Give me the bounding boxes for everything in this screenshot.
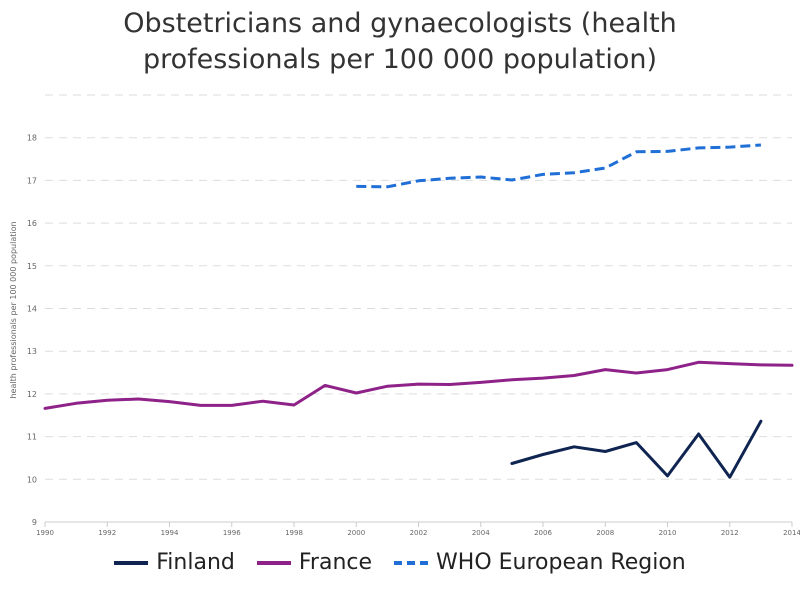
legend-swatch-finland [114,560,149,565]
x-tick-label: 2012 [721,529,739,537]
x-tick-label: 2014 [783,529,800,537]
y-tick-label: 16 [27,219,37,228]
x-tick-label: 1990 [36,529,54,537]
legend-label-france: France [298,550,373,575]
y-tick-label: 9 [32,518,37,527]
axes: 9 10 11 12 13 14 15 16 17 18 1990 1992 1994 1996 1998 2… [27,134,800,537]
legend-label-finland: Finland [156,550,235,575]
y-tick-label: 10 [27,475,37,484]
x-tick-label: 2002 [410,529,428,537]
series-lines [43,143,794,479]
x-tick-label: 2008 [596,529,614,537]
y-tick-label: 17 [27,176,37,185]
legend-label-who-european-region: WHO European Region [436,550,686,575]
y-tick-label: 11 [27,433,37,442]
legend-swatch-france [256,560,291,565]
chart-title-line-1: Obstetricians and gynaecologists (health [123,8,677,39]
x-tick-label: 2010 [659,529,677,537]
y-tick-label: 14 [27,305,37,314]
y-tick-label: 12 [27,390,37,399]
legend-swatch-who-european-region [394,560,429,565]
legend: Finland France WHO European Region [0,550,800,575]
y-tick-label: 13 [27,347,37,356]
series-line-who-european-region [356,143,762,189]
x-tick-label: 1992 [98,529,116,537]
series-line-france [43,360,794,410]
chart-title: Obstetricians and gynaecologists (health… [0,6,800,78]
x-tick-label: 1996 [223,529,241,537]
chart-title-line-2: professionals per 100 000 population) [142,44,658,75]
grid-lines [45,94,792,480]
legend-item-finland[interactable]: Finland [114,550,235,575]
series-line-finland [510,419,763,479]
legend-item-france[interactable]: France [256,550,373,575]
x-tick-label: 2004 [472,529,490,537]
y-tick-label: 15 [27,262,37,271]
y-tick-label: 18 [27,134,37,143]
x-tick-label: 1998 [285,529,303,537]
x-tick-label: 1994 [161,529,179,537]
legend-item-who-european-region[interactable]: WHO European Region [394,550,686,575]
x-tick-label: 2006 [534,529,552,537]
y-axis-label: health professionals per 100 000 populat… [9,221,18,398]
x-tick-label: 2000 [347,529,365,537]
